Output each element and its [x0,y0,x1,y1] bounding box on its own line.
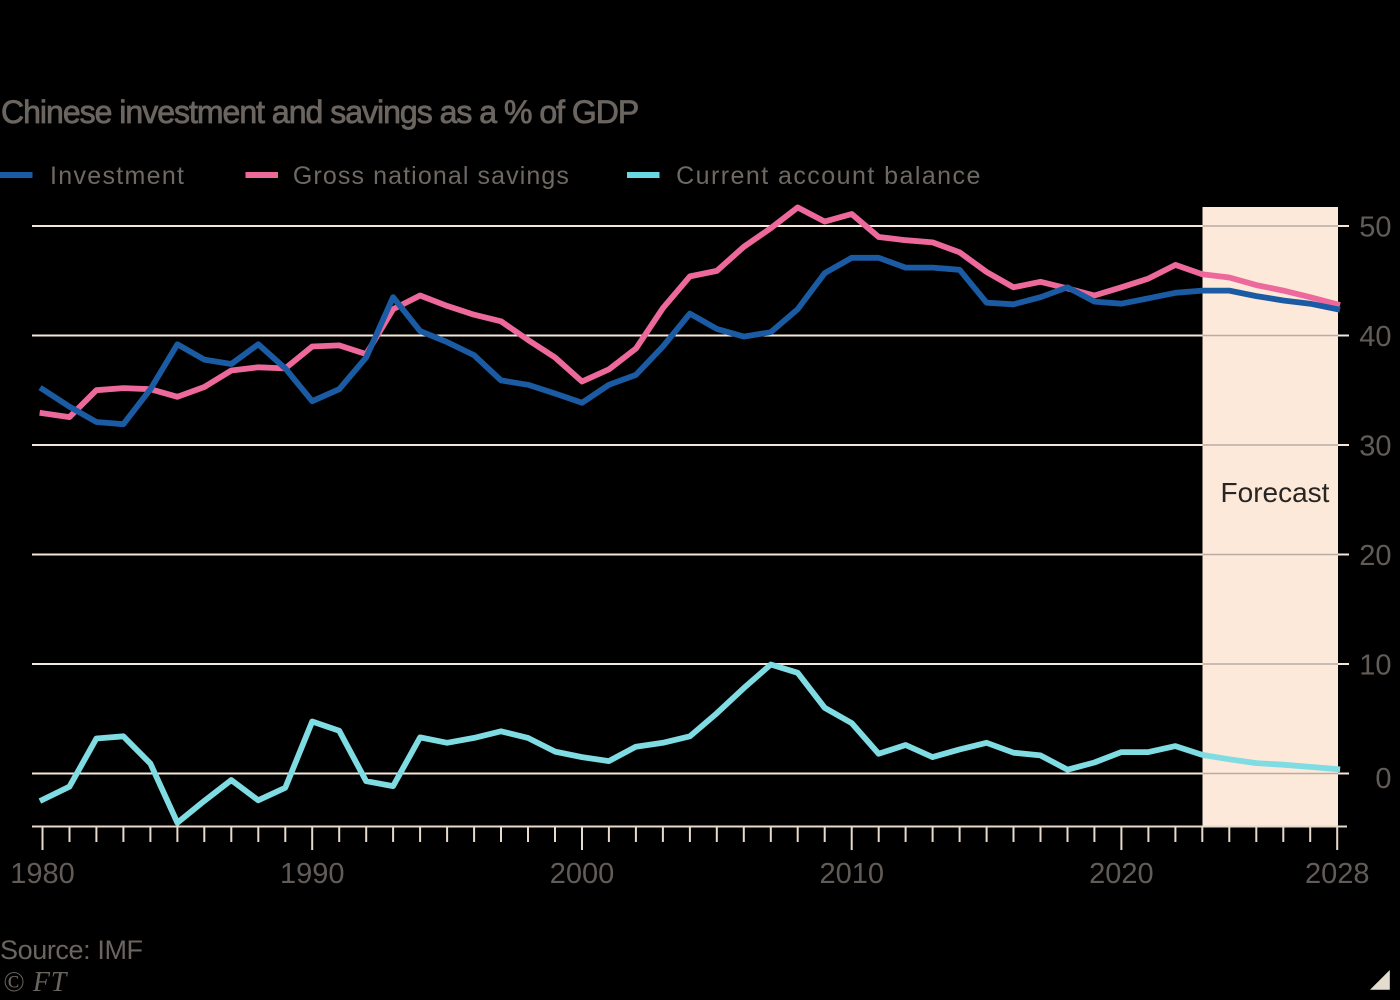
svg-text:2020: 2020 [1089,858,1154,890]
svg-text:10: 10 [1359,650,1391,682]
svg-text:Source: IMF: Source: IMF [0,935,143,965]
svg-text:Gross national savings: Gross national savings [293,162,570,190]
svg-text:Forecast: Forecast [1221,477,1330,508]
svg-text:1980: 1980 [10,858,75,890]
svg-text:2000: 2000 [550,858,615,890]
svg-text:2028: 2028 [1305,858,1370,890]
svg-text:© FT: © FT [3,967,69,998]
svg-text:20: 20 [1359,540,1391,572]
svg-text:50: 50 [1359,212,1391,244]
svg-text:1990: 1990 [280,858,345,890]
svg-text:Current account balance: Current account balance [676,162,982,190]
svg-text:Investment: Investment [50,162,185,190]
svg-text:40: 40 [1359,321,1391,353]
svg-text:Chinese investment and savings: Chinese investment and savings as a % of… [1,94,638,130]
svg-text:0: 0 [1375,763,1391,795]
svg-text:30: 30 [1359,431,1391,463]
svg-text:2010: 2010 [819,858,884,890]
